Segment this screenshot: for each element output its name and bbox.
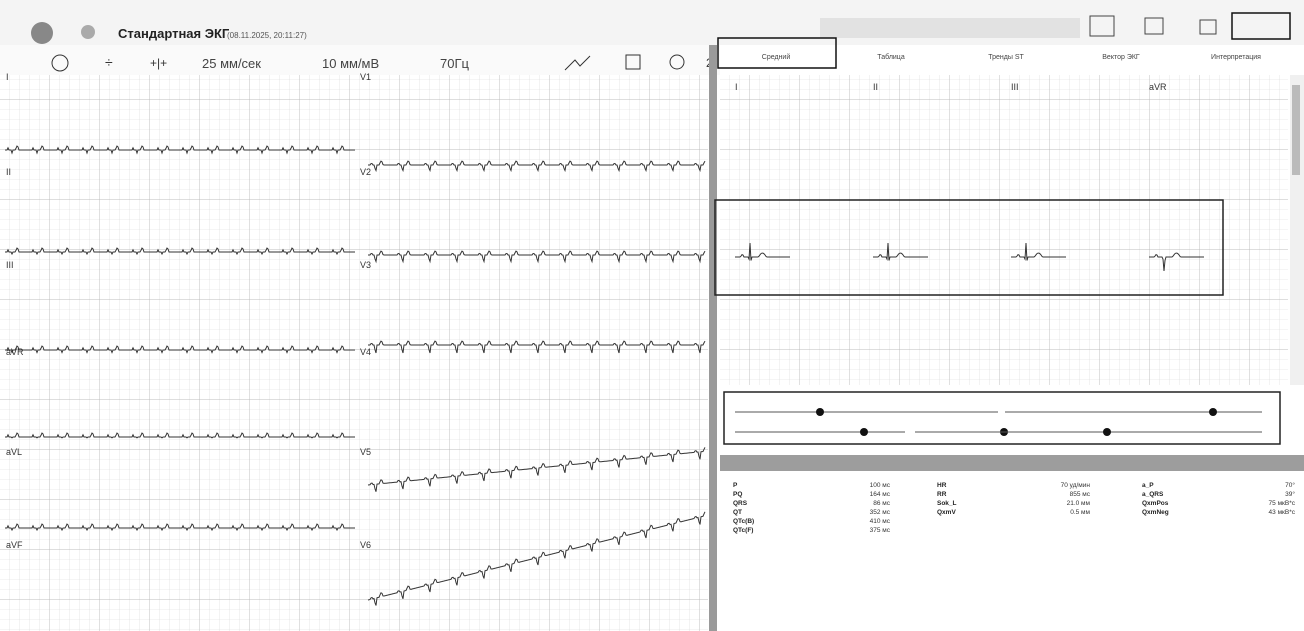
meas-value: 39° bbox=[1285, 490, 1295, 498]
meas-value: 70 уд/мин bbox=[1061, 482, 1091, 489]
ecg-trace bbox=[5, 432, 355, 439]
meas-value: 75 мкВ*с bbox=[1269, 500, 1296, 507]
meas-value: 352 мс bbox=[870, 509, 891, 516]
filter-select[interactable]: 70Гц bbox=[440, 56, 469, 71]
ecg-trace bbox=[1011, 242, 1066, 262]
lead-label: aVF bbox=[6, 540, 23, 550]
scroll-thumb[interactable] bbox=[1292, 85, 1300, 175]
ecg-trace bbox=[368, 250, 706, 264]
gain-select[interactable]: 10 мм/мВ bbox=[322, 56, 379, 71]
tab-bar bbox=[720, 45, 1304, 70]
slider-knob[interactable] bbox=[1103, 428, 1111, 436]
lead-label: V2 bbox=[360, 167, 371, 177]
meas-value: 70° bbox=[1285, 481, 1295, 489]
logo bbox=[31, 22, 53, 44]
title: Стандартная ЭКГ bbox=[118, 26, 230, 41]
lead-label: III bbox=[6, 260, 14, 270]
ecg-trace bbox=[5, 523, 355, 532]
meas-value: 86 мс bbox=[873, 500, 891, 507]
meas-label: HR bbox=[937, 482, 947, 489]
lead-label: V3 bbox=[360, 260, 371, 270]
ecg-trace bbox=[367, 447, 706, 492]
lead-label: III bbox=[1011, 82, 1019, 92]
ecg-trace bbox=[5, 145, 355, 155]
meas-label: a_QRS bbox=[1142, 491, 1164, 498]
meas-label: Sok_L bbox=[937, 500, 957, 507]
ecg-trace bbox=[367, 511, 706, 606]
gray-bar bbox=[720, 455, 1304, 471]
meas-label: PQ bbox=[733, 491, 742, 498]
menu-btn[interactable] bbox=[1231, 12, 1291, 40]
slider-knob[interactable] bbox=[860, 428, 868, 436]
meas-label: QxmV bbox=[937, 509, 956, 516]
logo-2 bbox=[81, 25, 95, 39]
lead-label: I bbox=[6, 72, 9, 82]
tab[interactable]: Тренды ST bbox=[988, 54, 1024, 61]
lead-label: V5 bbox=[360, 447, 371, 457]
ecg-trace bbox=[5, 247, 355, 256]
ecg-trace bbox=[5, 345, 355, 354]
tab[interactable]: Вектор ЭКГ bbox=[1102, 54, 1140, 61]
ecg-trace bbox=[735, 242, 790, 262]
meas-label: QRS bbox=[733, 500, 748, 507]
tab[interactable]: Средний bbox=[762, 53, 791, 61]
tab[interactable]: Таблица bbox=[877, 53, 905, 61]
meas-value: 855 мс bbox=[1070, 491, 1091, 498]
highlight-box bbox=[714, 199, 1224, 296]
average-grid bbox=[720, 75, 1288, 385]
lead-label: V4 bbox=[360, 347, 371, 357]
tool-icon[interactable]: ÷ bbox=[105, 54, 113, 70]
meas-value: 164 мс bbox=[870, 491, 891, 498]
meas-value: 100 мс bbox=[870, 482, 891, 489]
lead-label: I bbox=[735, 82, 738, 92]
tool-icon[interactable] bbox=[669, 54, 685, 70]
meas-value: 375 мс bbox=[870, 527, 891, 534]
lead-label: V6 bbox=[360, 540, 371, 550]
header-field bbox=[820, 18, 1080, 38]
splitter[interactable] bbox=[709, 45, 717, 631]
slider-knob[interactable] bbox=[816, 408, 824, 416]
meas-value: 0.5 мм bbox=[1070, 509, 1090, 516]
meas-label: QT bbox=[733, 509, 742, 516]
timestamp: (08.11.2025, 20:11:27) bbox=[227, 31, 307, 40]
meas-value: 410 мс bbox=[870, 518, 891, 525]
ecg-trace bbox=[368, 340, 706, 354]
meas-label: P bbox=[733, 482, 738, 489]
ecg-trace bbox=[368, 160, 706, 173]
meas-label: QxmNeg bbox=[1142, 509, 1169, 516]
ecg-trace bbox=[873, 242, 928, 262]
header-bar bbox=[0, 0, 1304, 45]
meas-value: 21.0 мм bbox=[1067, 500, 1091, 507]
meas-label: RR bbox=[937, 491, 947, 498]
print-btn[interactable] bbox=[1144, 17, 1164, 35]
toolbar bbox=[0, 45, 720, 75]
ecg-grid bbox=[0, 75, 708, 631]
lead-label: II bbox=[6, 167, 11, 177]
meas-label: QTc(F) bbox=[733, 527, 753, 534]
icon-btn[interactable] bbox=[1089, 15, 1115, 37]
meas-label: QxmPos bbox=[1142, 500, 1169, 507]
ecg-trace bbox=[1149, 252, 1204, 272]
active-tab bbox=[717, 37, 837, 69]
meas-value: 43 мкВ*с bbox=[1269, 509, 1296, 516]
tool-icon[interactable] bbox=[564, 55, 591, 71]
slider-knob[interactable] bbox=[1209, 408, 1217, 416]
tool-icon[interactable]: +|+ bbox=[150, 56, 167, 70]
lead-label: V1 bbox=[360, 72, 371, 82]
lead-label: aVR bbox=[6, 347, 24, 357]
meas-label: QTc(B) bbox=[733, 518, 754, 525]
lead-label: II bbox=[873, 82, 878, 92]
speed-select[interactable]: 25 мм/сек bbox=[202, 56, 261, 71]
slider-panel bbox=[723, 391, 1281, 445]
tab[interactable]: Интерпретация bbox=[1211, 54, 1261, 61]
tool-icon[interactable] bbox=[51, 54, 69, 72]
lead-label: aVR bbox=[1149, 82, 1167, 92]
meas-label: a_P bbox=[1142, 482, 1154, 489]
tool-icon[interactable] bbox=[625, 54, 641, 70]
icon-btn[interactable] bbox=[1199, 19, 1217, 35]
lead-label: aVL bbox=[6, 447, 22, 457]
